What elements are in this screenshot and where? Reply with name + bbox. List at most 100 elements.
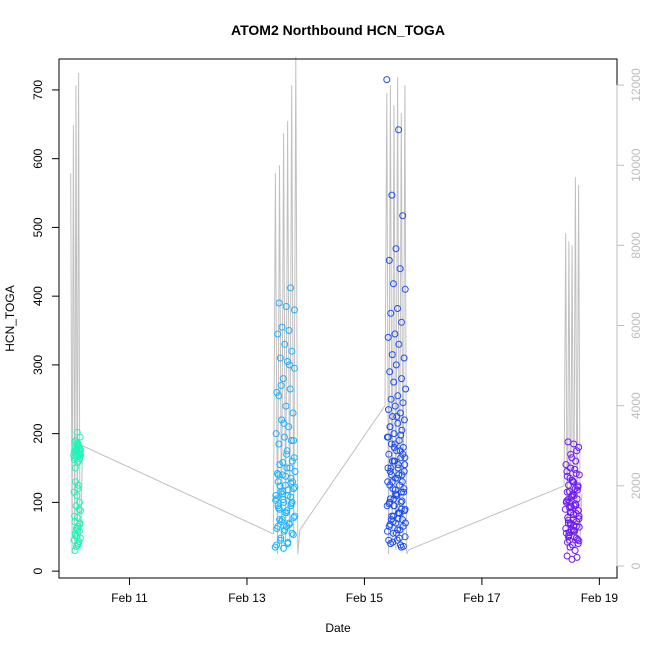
data-point bbox=[398, 488, 406, 496]
x-axis: Feb 11 Feb 13 Feb 15 Feb 17 Feb 19 bbox=[111, 577, 619, 605]
data-point bbox=[277, 536, 285, 544]
data-point bbox=[567, 503, 575, 510]
data-point bbox=[562, 498, 570, 506]
data-point bbox=[400, 354, 408, 362]
data-point bbox=[290, 454, 298, 462]
y-tick-label: 400 bbox=[31, 286, 45, 306]
data-point bbox=[572, 457, 580, 465]
data-point bbox=[563, 552, 571, 560]
y-tick-label: 300 bbox=[31, 355, 45, 375]
data-point bbox=[70, 456, 78, 464]
data-point bbox=[387, 464, 395, 472]
data-point bbox=[572, 470, 580, 477]
data-point bbox=[397, 454, 405, 462]
data-point bbox=[385, 536, 393, 544]
data-point bbox=[564, 514, 572, 521]
data-point bbox=[566, 519, 574, 527]
data-point bbox=[278, 490, 286, 498]
data-point bbox=[73, 428, 81, 436]
data-point bbox=[287, 479, 295, 487]
data-point bbox=[568, 555, 576, 563]
data-point bbox=[290, 485, 297, 493]
data-point bbox=[573, 486, 581, 494]
data-point bbox=[568, 454, 576, 462]
data-point bbox=[400, 488, 408, 496]
data-point bbox=[562, 461, 570, 469]
data-point bbox=[398, 375, 405, 383]
data-point bbox=[291, 483, 299, 491]
data-point bbox=[575, 515, 583, 523]
data-point bbox=[280, 433, 288, 441]
data-point bbox=[281, 526, 289, 534]
data-point bbox=[565, 487, 573, 495]
data-point bbox=[287, 500, 295, 508]
data-point bbox=[290, 437, 298, 444]
data-point bbox=[280, 544, 287, 552]
data-point bbox=[395, 534, 403, 542]
data-point bbox=[280, 419, 288, 427]
data-point bbox=[399, 522, 407, 530]
data-point bbox=[394, 305, 401, 312]
data-point bbox=[289, 409, 297, 417]
x-axis-label: Date bbox=[325, 621, 351, 635]
data-point bbox=[398, 471, 406, 479]
data-point bbox=[561, 505, 569, 513]
data-point bbox=[571, 465, 579, 473]
data-point bbox=[282, 402, 290, 410]
data-point bbox=[287, 284, 295, 292]
data-point bbox=[391, 402, 399, 410]
y2-tick-label: 6000 bbox=[629, 312, 643, 339]
data-point bbox=[574, 536, 582, 543]
data-point bbox=[288, 529, 296, 537]
x-tick-label: Feb 15 bbox=[346, 591, 384, 605]
data-point bbox=[283, 450, 291, 458]
data-point bbox=[273, 388, 281, 396]
data-point bbox=[285, 423, 293, 431]
data-point bbox=[74, 541, 82, 549]
data-point bbox=[566, 504, 574, 512]
data-point bbox=[384, 478, 392, 486]
data-point bbox=[279, 459, 287, 466]
data-point bbox=[389, 280, 397, 288]
data-point bbox=[77, 507, 84, 515]
data-point bbox=[72, 478, 79, 486]
secondary-y-axis: 0 2000 4000 6000 8000 10000 12000 bbox=[616, 68, 643, 569]
data-point bbox=[391, 457, 399, 465]
data-point bbox=[573, 447, 581, 455]
data-point bbox=[389, 538, 397, 546]
y2-tick-label: 4000 bbox=[629, 392, 643, 419]
data-point bbox=[572, 509, 580, 517]
data-point bbox=[73, 542, 80, 550]
data-point bbox=[74, 485, 82, 493]
altitude-connector-line bbox=[82, 445, 274, 535]
data-point bbox=[567, 464, 574, 472]
data-point bbox=[283, 447, 291, 455]
data-point bbox=[71, 531, 79, 539]
data-point bbox=[386, 481, 394, 489]
data-point bbox=[384, 333, 392, 341]
y-axis-label: HCN_TOGA bbox=[3, 285, 17, 351]
data-point bbox=[279, 375, 287, 383]
data-point bbox=[395, 126, 403, 134]
altitude-connector-line bbox=[408, 485, 565, 551]
data-point bbox=[386, 368, 394, 376]
data-point bbox=[563, 472, 571, 480]
data-point bbox=[72, 502, 80, 510]
data-point bbox=[399, 542, 407, 550]
data-point bbox=[395, 471, 403, 479]
data-point bbox=[383, 502, 391, 510]
data-point bbox=[385, 450, 393, 458]
data-point bbox=[394, 419, 402, 427]
data-point bbox=[283, 507, 291, 515]
x-tick-label: Feb 19 bbox=[581, 591, 619, 605]
data-point bbox=[276, 354, 284, 362]
data-point bbox=[389, 518, 397, 526]
data-point bbox=[575, 471, 583, 479]
data-point bbox=[275, 440, 283, 448]
data-point bbox=[286, 464, 294, 472]
data-point bbox=[399, 399, 407, 407]
data-point bbox=[390, 495, 398, 503]
data-point bbox=[388, 351, 396, 359]
data-point bbox=[272, 430, 280, 438]
